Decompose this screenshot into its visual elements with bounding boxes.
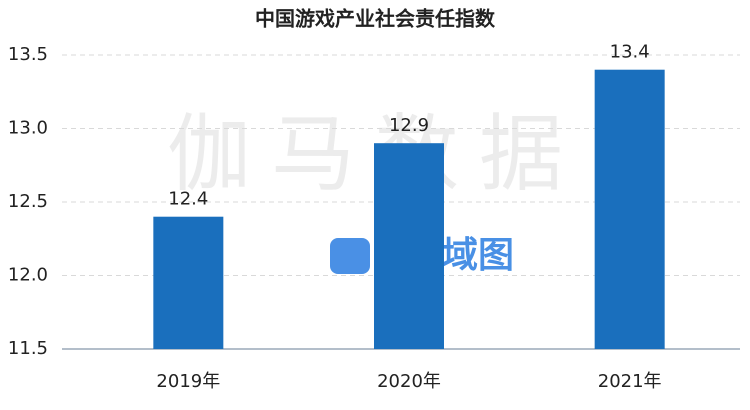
- y-tick-label: 11.5: [8, 338, 48, 359]
- bar: [594, 69, 665, 349]
- y-tick-label: 12.5: [8, 191, 48, 212]
- x-tick-label: 2020年: [377, 371, 441, 392]
- bar: [153, 216, 224, 349]
- y-tick-label: 13.5: [8, 44, 48, 65]
- y-tick-label: 13.0: [8, 118, 48, 139]
- x-tick-label: 2021年: [598, 371, 662, 392]
- y-tick-label: 12.0: [8, 265, 48, 286]
- x-tick-label: 2019年: [156, 371, 220, 392]
- data-label: 12.4: [168, 189, 208, 210]
- chart-title: 中国游戏产业社会责任指数: [255, 7, 496, 31]
- data-label: 13.4: [610, 42, 650, 63]
- bar: [374, 143, 444, 349]
- watermark: 伽马数据: [167, 105, 583, 203]
- data-label: 12.9: [389, 115, 429, 136]
- watermark-icon: [330, 238, 370, 274]
